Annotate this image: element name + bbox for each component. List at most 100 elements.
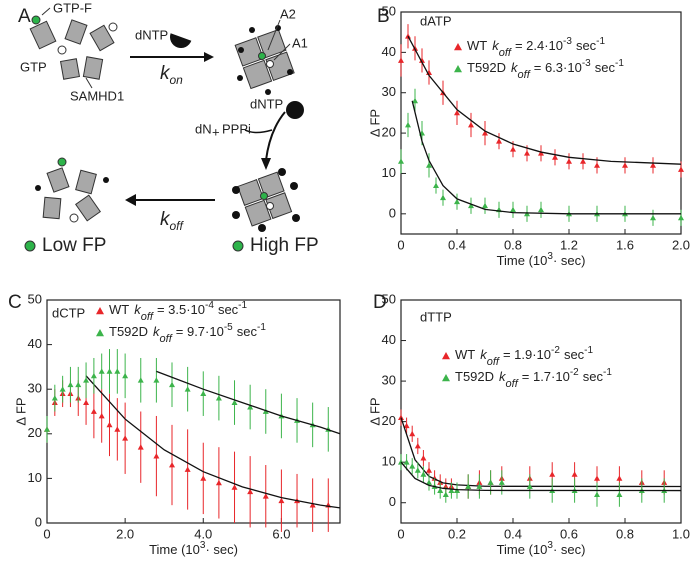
y-axis-label: Δ FP bbox=[367, 109, 382, 137]
point bbox=[403, 422, 410, 429]
error-bar-group bbox=[524, 205, 530, 222]
monomer bbox=[82, 56, 104, 80]
monomer bbox=[237, 179, 265, 206]
legend-exp: -4 bbox=[205, 300, 214, 311]
point bbox=[414, 467, 421, 473]
monomer bbox=[244, 199, 272, 227]
legend-k: k bbox=[480, 347, 488, 362]
y-tick-label: 40 bbox=[382, 332, 396, 347]
error-bar-group bbox=[137, 357, 144, 403]
point bbox=[59, 386, 66, 392]
gtp bbox=[266, 60, 274, 68]
arrowhead bbox=[261, 158, 271, 170]
point bbox=[184, 386, 191, 392]
y-tick-label: 0 bbox=[389, 494, 396, 509]
y-tick-label: 50 bbox=[28, 291, 42, 306]
x-tick-label: 0.4 bbox=[448, 237, 466, 252]
dot bbox=[265, 89, 271, 95]
point bbox=[51, 395, 58, 401]
monomer bbox=[46, 167, 70, 193]
error-bar-group bbox=[419, 48, 425, 73]
point bbox=[200, 390, 207, 397]
error-bar-group bbox=[482, 120, 488, 146]
x-tick-label: 0.4 bbox=[504, 526, 522, 541]
error-bar-group bbox=[454, 100, 460, 126]
error-bar-group bbox=[44, 415, 50, 443]
legend-exp: -5 bbox=[224, 322, 233, 333]
point bbox=[83, 377, 90, 383]
y-tick-label: 30 bbox=[382, 373, 396, 388]
label: dNTP bbox=[250, 96, 283, 111]
point bbox=[442, 491, 449, 498]
error-bar-group bbox=[153, 357, 160, 403]
point bbox=[412, 97, 418, 104]
point bbox=[278, 497, 285, 504]
chart-title: dATP bbox=[420, 13, 452, 28]
error-bar-group bbox=[262, 465, 269, 528]
point bbox=[498, 479, 505, 485]
x-tick-label: 0 bbox=[43, 526, 50, 541]
point bbox=[594, 162, 600, 168]
error-bar-group bbox=[465, 474, 472, 499]
point bbox=[442, 483, 449, 489]
error-bar-group bbox=[51, 384, 58, 412]
point bbox=[262, 493, 269, 499]
error-bar-group bbox=[538, 201, 544, 218]
point bbox=[215, 479, 222, 486]
legend-unit: sec bbox=[564, 347, 585, 362]
legend-name: T592D bbox=[109, 324, 148, 339]
legend-k: k bbox=[492, 38, 500, 53]
x-tick-label: 2.0 bbox=[672, 237, 690, 252]
y-axis-label: Δ FP bbox=[13, 397, 28, 425]
legend-k: off bbox=[141, 311, 154, 323]
dot bbox=[292, 214, 300, 222]
x-tick-label: 0.8 bbox=[616, 526, 634, 541]
error-bar-group bbox=[405, 112, 411, 138]
error-bar-group bbox=[169, 424, 176, 506]
label: kon bbox=[160, 63, 183, 87]
dot bbox=[232, 186, 240, 194]
point bbox=[487, 479, 494, 485]
error-bar-group bbox=[650, 157, 656, 174]
fit-line bbox=[407, 35, 682, 165]
legend-exp: -1 bbox=[596, 36, 605, 47]
x-axis-label: Time (103· sec) bbox=[497, 540, 586, 557]
error-bar-group bbox=[412, 88, 418, 113]
point bbox=[67, 381, 74, 388]
point bbox=[650, 214, 656, 221]
y-tick-label: 30 bbox=[382, 84, 396, 99]
error-bar-group bbox=[566, 153, 572, 170]
point bbox=[616, 475, 623, 481]
legend-k: off bbox=[506, 378, 519, 390]
point bbox=[566, 158, 572, 164]
legend-marker bbox=[442, 374, 450, 382]
point bbox=[510, 146, 516, 152]
error-bar-group bbox=[106, 393, 113, 457]
point bbox=[420, 471, 427, 477]
monomer bbox=[89, 24, 115, 52]
dot bbox=[258, 224, 266, 232]
legend-entry: T592D koff = 6.3·10-3 sec-1 bbox=[467, 58, 624, 81]
error-bar-group bbox=[114, 349, 121, 394]
monomer bbox=[59, 58, 81, 80]
legend-k: k bbox=[511, 60, 519, 75]
error-bar-group bbox=[409, 458, 416, 475]
panel-letter: C bbox=[8, 292, 22, 313]
label: A2 bbox=[280, 6, 296, 21]
fit-line bbox=[85, 375, 341, 509]
legend-unit: sec bbox=[237, 324, 258, 339]
point bbox=[468, 122, 474, 128]
legend-entry: WT koff = 1.9·10-2 sec-1 bbox=[455, 345, 594, 368]
legend-entry: T592D koff = 1.7·10-2 sec-1 bbox=[455, 367, 612, 390]
error-bar-group bbox=[231, 380, 238, 425]
legend-unit: sec bbox=[583, 369, 604, 384]
legend-k: off bbox=[499, 47, 512, 59]
fit-line bbox=[400, 417, 682, 488]
error-bar-group bbox=[420, 466, 427, 483]
label: High FP bbox=[250, 235, 319, 256]
point bbox=[468, 202, 474, 209]
panel-letter: D bbox=[373, 292, 387, 313]
dntp bbox=[286, 101, 304, 119]
plot-frame bbox=[46, 299, 341, 524]
